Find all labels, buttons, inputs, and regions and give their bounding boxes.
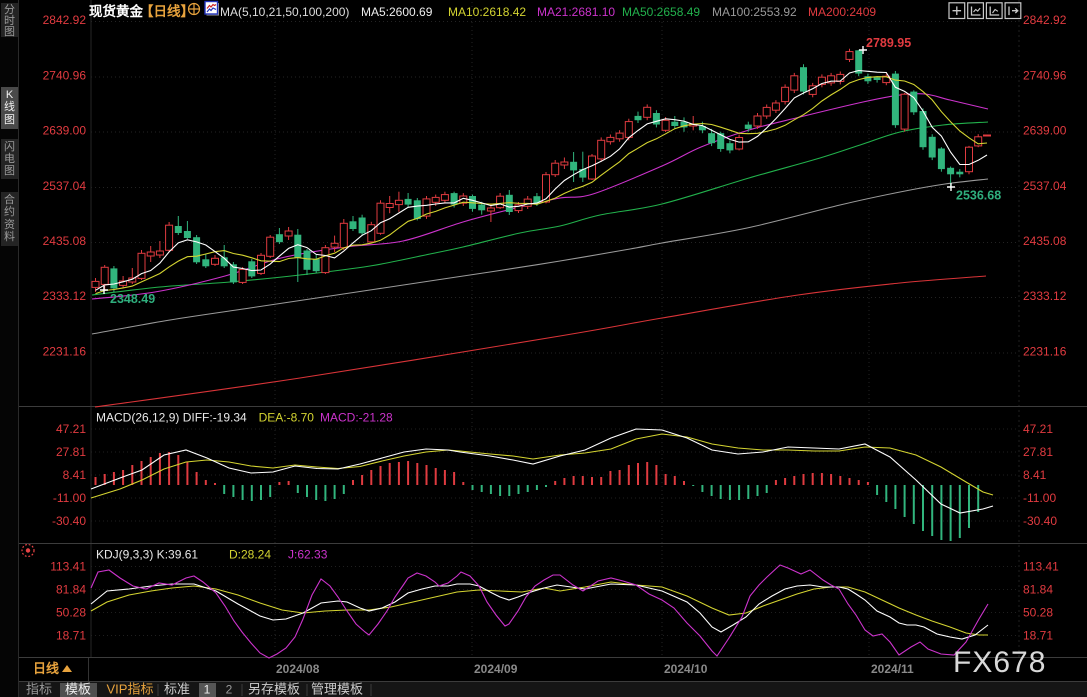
svg-text:MA21:2681.10: MA21:2681.10 <box>537 5 615 19</box>
svg-text:VIP指标: VIP指标 <box>107 682 154 697</box>
svg-text:MA50:2658.49: MA50:2658.49 <box>622 5 700 19</box>
svg-text:日线: 日线 <box>33 661 59 676</box>
svg-text:DEA:-8.70: DEA:-8.70 <box>259 411 315 425</box>
svg-text:-11.00: -11.00 <box>53 491 86 505</box>
svg-text:2740.96: 2740.96 <box>1023 68 1067 82</box>
svg-text:47.21: 47.21 <box>1023 422 1053 436</box>
svg-text:2842.92: 2842.92 <box>1023 13 1067 27</box>
svg-text:MA100:2553.92: MA100:2553.92 <box>712 5 797 19</box>
svg-text:-11.00: -11.00 <box>1023 491 1056 505</box>
svg-text:MACD:-21.28: MACD:-21.28 <box>320 411 393 425</box>
svg-text:2333.12: 2333.12 <box>43 289 87 303</box>
svg-text:【日线】: 【日线】 <box>140 3 194 19</box>
svg-text:D:28.24: D:28.24 <box>229 548 271 562</box>
svg-text:2024/11: 2024/11 <box>871 662 914 676</box>
svg-text:50.28: 50.28 <box>56 606 86 620</box>
svg-text:2231.16: 2231.16 <box>1023 344 1067 358</box>
svg-text:18.71: 18.71 <box>1023 629 1053 643</box>
svg-text:2789.95: 2789.95 <box>866 36 911 50</box>
svg-text:2: 2 <box>226 683 233 697</box>
svg-text:113.41: 113.41 <box>1023 560 1059 574</box>
svg-text:MA200:2409: MA200:2409 <box>808 5 876 19</box>
svg-text:2024/08: 2024/08 <box>276 662 320 676</box>
svg-text:2639.00: 2639.00 <box>43 124 87 138</box>
svg-text:2435.08: 2435.08 <box>43 234 87 248</box>
svg-text:47.21: 47.21 <box>56 422 86 436</box>
svg-text:KDJ(9,3,3) K:39.61: KDJ(9,3,3) K:39.61 <box>96 548 198 562</box>
svg-text:2231.16: 2231.16 <box>43 344 87 358</box>
svg-text:27.81: 27.81 <box>56 445 86 459</box>
svg-text:指标: 指标 <box>26 682 52 697</box>
svg-text:8.41: 8.41 <box>63 468 87 482</box>
svg-text:50.28: 50.28 <box>1023 606 1053 620</box>
svg-text:27.81: 27.81 <box>1023 445 1053 459</box>
svg-text:2537.04: 2537.04 <box>43 179 87 193</box>
svg-text:标准: 标准 <box>164 682 190 697</box>
svg-text:2536.68: 2536.68 <box>956 189 1001 203</box>
svg-text:2842.92: 2842.92 <box>43 13 87 27</box>
svg-text:2435.08: 2435.08 <box>1023 234 1067 248</box>
svg-text:模板: 模板 <box>65 682 91 697</box>
svg-text:1: 1 <box>204 683 211 697</box>
svg-text:81.84: 81.84 <box>1023 583 1053 597</box>
svg-text:另存模板: 另存模板 <box>248 682 300 697</box>
svg-text:管理模板: 管理模板 <box>311 682 363 697</box>
svg-text:MA10:2618.42: MA10:2618.42 <box>448 5 526 19</box>
svg-text:113.41: 113.41 <box>50 560 86 574</box>
svg-text:8.41: 8.41 <box>1023 468 1047 482</box>
svg-text:2024/09: 2024/09 <box>474 662 518 676</box>
svg-text:2024/10: 2024/10 <box>664 662 708 676</box>
svg-text:2639.00: 2639.00 <box>1023 124 1067 138</box>
svg-text:MA5:2600.69: MA5:2600.69 <box>361 5 433 19</box>
svg-text:81.84: 81.84 <box>56 583 86 597</box>
svg-text:-30.40: -30.40 <box>52 514 86 528</box>
svg-text:-30.40: -30.40 <box>1023 514 1057 528</box>
svg-text:现货黄金: 现货黄金 <box>89 3 143 19</box>
svg-text:FX678: FX678 <box>953 646 1046 679</box>
svg-text:18.71: 18.71 <box>56 629 86 643</box>
svg-text:2348.49: 2348.49 <box>110 292 155 306</box>
svg-text:2333.12: 2333.12 <box>1023 289 1067 303</box>
svg-text:MA(5,10,21,50,100,200): MA(5,10,21,50,100,200) <box>220 5 349 19</box>
svg-text:2537.04: 2537.04 <box>1023 179 1067 193</box>
svg-text:J:62.33: J:62.33 <box>288 548 328 562</box>
svg-text:2740.96: 2740.96 <box>43 68 87 82</box>
svg-text:MACD(26,12,9) DIFF:-19.34: MACD(26,12,9) DIFF:-19.34 <box>96 411 247 425</box>
